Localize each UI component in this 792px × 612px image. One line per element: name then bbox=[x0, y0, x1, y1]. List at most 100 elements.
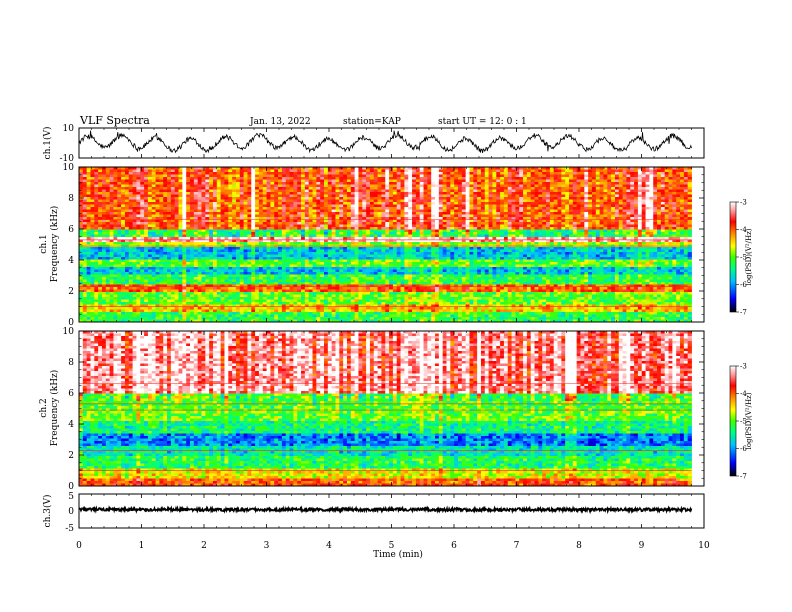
spectrogram-cell bbox=[401, 185, 405, 188]
spectrogram-cell bbox=[538, 195, 542, 198]
spectrogram-cell bbox=[324, 227, 328, 230]
spectrogram-cell bbox=[542, 192, 546, 195]
spectrogram-cell bbox=[270, 187, 274, 190]
spectrogram-cell bbox=[290, 212, 294, 215]
spectrogram-cell bbox=[657, 200, 661, 203]
spectrogram-cell bbox=[290, 207, 294, 210]
spectrogram-cell bbox=[209, 197, 213, 200]
spectrogram-cell bbox=[439, 212, 443, 215]
spectrogram-cell bbox=[87, 187, 91, 190]
spectrogram-cell bbox=[630, 222, 634, 225]
spectrogram-cell bbox=[389, 192, 393, 195]
spectrogram-cell bbox=[148, 205, 152, 208]
spectrogram-cell bbox=[140, 177, 144, 180]
spectrogram-cell bbox=[343, 187, 347, 190]
spectrogram-cell bbox=[542, 202, 546, 205]
spectrogram-cell bbox=[393, 227, 397, 230]
spectrogram-cell bbox=[412, 207, 416, 210]
spectrogram-cell bbox=[672, 182, 676, 185]
spectrogram-cell bbox=[355, 225, 359, 228]
spectrogram-cell bbox=[669, 235, 673, 238]
spectrogram-cell bbox=[584, 202, 588, 205]
spectrogram-cell bbox=[232, 212, 236, 215]
spectrogram-cell bbox=[577, 230, 581, 233]
spectrogram-cell bbox=[339, 195, 343, 198]
spectrogram-cell bbox=[370, 175, 374, 178]
spectrogram-cell bbox=[121, 207, 125, 210]
spectrogram-cell bbox=[316, 235, 320, 238]
spectrogram-cell bbox=[335, 212, 339, 215]
spectrogram-cell bbox=[588, 182, 592, 185]
spectrogram-cell bbox=[600, 172, 604, 175]
spectrogram-cell bbox=[374, 177, 378, 180]
spectrogram-cell bbox=[102, 237, 106, 240]
spectrogram-cell bbox=[316, 195, 320, 198]
spectrogram-cell bbox=[286, 227, 290, 230]
spectrogram-cell bbox=[504, 197, 508, 200]
spectrogram-cell bbox=[270, 225, 274, 228]
spectrogram-cell bbox=[623, 195, 627, 198]
spectrogram-cell bbox=[335, 190, 339, 193]
spectrogram-cell bbox=[209, 192, 213, 195]
spectrogram-cell bbox=[125, 177, 129, 180]
spectrogram-cell bbox=[646, 212, 650, 215]
spectrogram-cell bbox=[672, 205, 676, 208]
spectrogram-cell bbox=[106, 197, 110, 200]
spectrogram-cell bbox=[213, 182, 217, 185]
spectrogram-cell bbox=[680, 235, 684, 238]
spectrogram-cell bbox=[267, 212, 271, 215]
spectrogram-cell bbox=[328, 230, 332, 233]
spectrogram-cell bbox=[450, 185, 454, 188]
spectrogram-cell bbox=[255, 182, 259, 185]
spectrogram-cell bbox=[198, 235, 202, 238]
spectrogram-cell bbox=[263, 187, 267, 190]
spectrogram-cell bbox=[102, 222, 106, 225]
spectrogram-cell bbox=[554, 205, 558, 208]
spectrogram-cell bbox=[508, 212, 512, 215]
spectrogram-cell bbox=[473, 202, 477, 205]
spectrogram-cell bbox=[416, 207, 420, 210]
spectrogram-cell bbox=[224, 230, 228, 233]
spectrogram-cell bbox=[366, 170, 370, 173]
spectrogram-cell bbox=[355, 185, 359, 188]
spectrogram-cell bbox=[588, 190, 592, 193]
spectrogram-cell bbox=[171, 202, 175, 205]
spectrogram-cell bbox=[358, 227, 362, 230]
spectrogram-cell bbox=[194, 170, 198, 173]
spectrogram-cell bbox=[332, 200, 336, 203]
spectrogram-cell bbox=[603, 170, 607, 173]
spectrogram-cell bbox=[224, 197, 228, 200]
spectrogram-cell bbox=[603, 172, 607, 175]
spectrogram-cell bbox=[297, 212, 301, 215]
spectrogram-cell bbox=[320, 197, 324, 200]
spectrogram-cell bbox=[175, 172, 179, 175]
spectrogram-cell bbox=[431, 232, 435, 235]
spectrogram-cell bbox=[512, 177, 516, 180]
spectrogram-cell bbox=[573, 182, 577, 185]
spectrogram-cell bbox=[156, 175, 160, 178]
spectrogram-cell bbox=[278, 190, 282, 193]
spectrogram-cell bbox=[274, 235, 278, 238]
spectrogram-cell bbox=[381, 182, 385, 185]
spectrogram-cell bbox=[462, 230, 466, 233]
spectrogram-cell bbox=[324, 232, 328, 235]
spectrogram-cell bbox=[661, 210, 665, 213]
spectrogram-cell bbox=[309, 230, 313, 233]
spectrogram-cell bbox=[125, 197, 129, 200]
spectrogram-cell bbox=[328, 175, 332, 178]
spectrogram-cell bbox=[190, 242, 194, 245]
spectrogram-cell bbox=[519, 212, 523, 215]
spectrogram-cell bbox=[290, 237, 294, 240]
spectrogram-cell bbox=[443, 210, 447, 213]
spectrogram-cell bbox=[512, 200, 516, 203]
spectrogram-cell bbox=[630, 180, 634, 183]
spectrogram-cell bbox=[485, 205, 489, 208]
spectrogram-cell bbox=[408, 235, 412, 238]
spectrogram-cell bbox=[83, 222, 87, 225]
spectrogram-cell bbox=[404, 232, 408, 235]
spectrogram-cell bbox=[550, 182, 554, 185]
spectrogram-cell bbox=[592, 172, 596, 175]
spectrogram-cell bbox=[653, 212, 657, 215]
spectrogram-cell bbox=[159, 192, 163, 195]
spectrogram-cell bbox=[603, 215, 607, 218]
